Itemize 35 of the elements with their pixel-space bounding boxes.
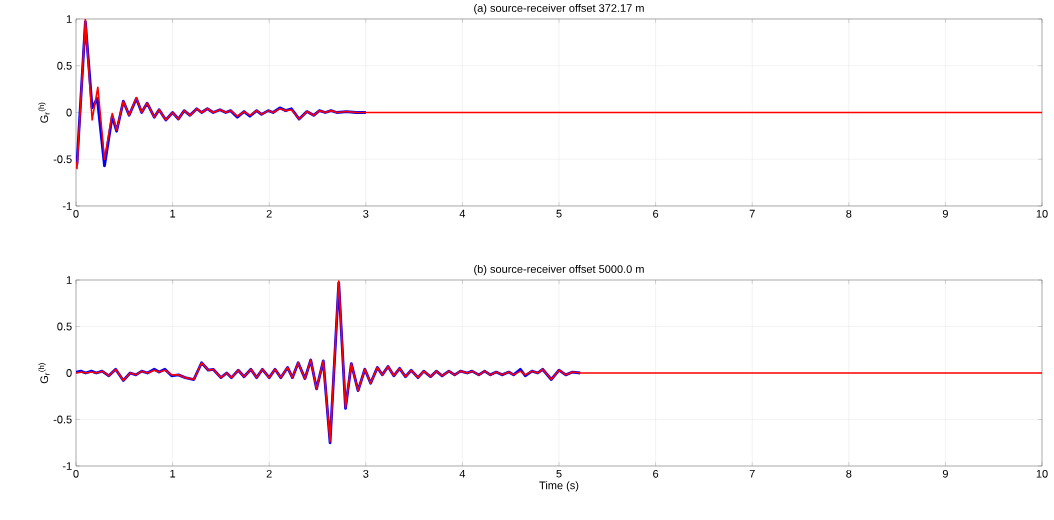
y-tick-label: -0.5 bbox=[53, 415, 72, 424]
x-tick-label: 0 bbox=[73, 469, 79, 478]
y-tick-label: -0.5 bbox=[53, 155, 72, 164]
x-axis-title: Time (s) bbox=[539, 481, 579, 492]
y-tick-label: 0 bbox=[66, 369, 72, 377]
x-tick-label: 10 bbox=[1036, 209, 1048, 218]
y-tick-label: 0.5 bbox=[57, 61, 72, 70]
y-tick-label: 0 bbox=[66, 108, 72, 117]
chart-title: (a) source-receiver offset 372.17 m bbox=[474, 3, 644, 15]
x-tick-label: 3 bbox=[363, 209, 369, 218]
y-tick-label: -1 bbox=[62, 202, 72, 210]
x-tick-label: 3 bbox=[363, 469, 369, 478]
chart-title: (b) source-receiver offset 5000.0 m bbox=[474, 264, 644, 276]
x-tick-label: 5 bbox=[556, 209, 562, 218]
x-tick-label: 9 bbox=[942, 209, 948, 218]
x-tick-label: 9 bbox=[942, 469, 948, 478]
x-tick-label: 7 bbox=[749, 209, 755, 218]
y-tick-label: 0.5 bbox=[57, 322, 72, 331]
x-tick-label: 5 bbox=[556, 469, 562, 478]
x-tick-label: 8 bbox=[846, 469, 852, 478]
x-tick-label: 1 bbox=[170, 209, 176, 218]
y-tick-label: 1 bbox=[66, 15, 72, 23]
x-tick-label: 4 bbox=[459, 469, 466, 478]
y-tick-label: 1 bbox=[66, 276, 72, 284]
x-tick-label: 1 bbox=[170, 469, 176, 478]
x-tick-label: 0 bbox=[73, 209, 79, 218]
y-tick-label: -1 bbox=[62, 462, 72, 470]
x-tick-label: 7 bbox=[749, 469, 755, 478]
x-tick-label: 2 bbox=[266, 209, 272, 218]
x-tick-label: 4 bbox=[459, 209, 466, 218]
x-tick-label: 10 bbox=[1036, 469, 1048, 478]
x-tick-label: 6 bbox=[653, 469, 659, 478]
x-tick-label: 8 bbox=[846, 209, 852, 218]
x-tick-label: 2 bbox=[266, 469, 272, 478]
x-tick-label: 6 bbox=[653, 209, 659, 218]
